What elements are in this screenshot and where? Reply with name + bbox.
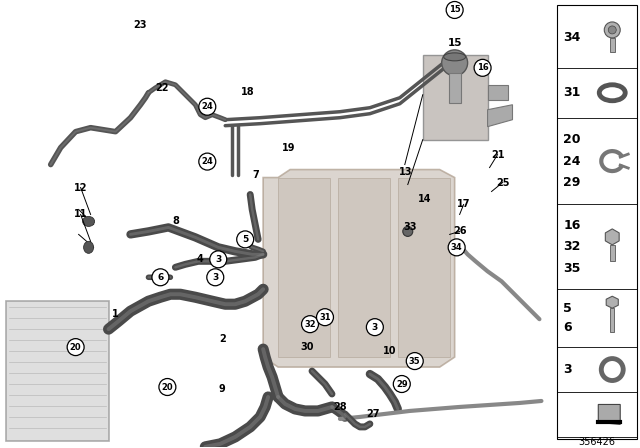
Text: 25: 25	[496, 177, 509, 188]
Circle shape	[301, 316, 319, 333]
Text: 24: 24	[202, 157, 213, 166]
Polygon shape	[263, 169, 454, 367]
Text: 30: 30	[300, 342, 314, 352]
Text: 8: 8	[172, 216, 179, 226]
Text: 16: 16	[477, 63, 488, 72]
Text: 33: 33	[403, 222, 417, 233]
Circle shape	[366, 319, 383, 336]
Ellipse shape	[444, 53, 466, 61]
Circle shape	[608, 26, 616, 34]
Bar	[557, 5, 637, 439]
Text: 2: 2	[219, 334, 226, 344]
Text: 6: 6	[563, 321, 572, 334]
Ellipse shape	[83, 216, 95, 226]
Text: 29: 29	[396, 379, 408, 388]
Text: 24: 24	[563, 155, 581, 168]
Text: 12: 12	[74, 182, 88, 193]
Text: 20: 20	[563, 133, 581, 146]
Text: 32: 32	[304, 320, 316, 329]
Text: 22: 22	[156, 83, 169, 93]
Ellipse shape	[601, 358, 623, 380]
Text: 15: 15	[449, 5, 461, 14]
Text: 15: 15	[447, 38, 462, 48]
Circle shape	[152, 269, 169, 286]
Text: 27: 27	[366, 409, 380, 419]
Bar	[398, 177, 450, 357]
Text: 16: 16	[563, 219, 580, 232]
Text: 34: 34	[563, 31, 580, 44]
Text: 3: 3	[212, 273, 218, 282]
Ellipse shape	[84, 241, 93, 254]
Circle shape	[406, 353, 423, 370]
Text: 3: 3	[215, 255, 221, 264]
Text: 17: 17	[457, 199, 470, 210]
Circle shape	[210, 251, 227, 268]
Text: 9: 9	[219, 384, 226, 394]
Circle shape	[199, 98, 216, 115]
Bar	[449, 73, 461, 103]
Bar	[610, 38, 615, 52]
Text: 4: 4	[197, 254, 204, 264]
Text: 26: 26	[453, 226, 467, 237]
Polygon shape	[598, 405, 620, 424]
Text: 35: 35	[409, 357, 420, 366]
Text: 24: 24	[202, 102, 213, 111]
Text: 34: 34	[451, 243, 463, 252]
Circle shape	[604, 22, 620, 38]
Bar	[278, 177, 330, 357]
Circle shape	[159, 379, 176, 396]
Circle shape	[403, 226, 413, 237]
Circle shape	[446, 1, 463, 18]
Bar	[488, 85, 508, 100]
Text: 356426: 356426	[579, 437, 616, 447]
Circle shape	[67, 339, 84, 356]
Text: 14: 14	[418, 194, 431, 204]
Text: 23: 23	[134, 20, 147, 30]
Circle shape	[474, 59, 491, 76]
Text: 10: 10	[383, 346, 397, 356]
Text: 18: 18	[241, 87, 255, 97]
Text: 11: 11	[74, 210, 88, 220]
Circle shape	[442, 50, 468, 76]
Text: 32: 32	[563, 241, 580, 254]
Bar	[338, 177, 390, 357]
Circle shape	[317, 309, 333, 326]
Text: 29: 29	[563, 176, 580, 189]
Text: 6: 6	[157, 273, 164, 282]
Text: 3: 3	[563, 363, 572, 376]
Text: 20: 20	[161, 383, 173, 392]
Bar	[423, 55, 488, 140]
Text: 35: 35	[563, 262, 580, 275]
Text: 28: 28	[333, 402, 347, 412]
Bar	[610, 245, 615, 261]
Text: 1: 1	[112, 309, 119, 319]
Text: 31: 31	[563, 86, 580, 99]
Polygon shape	[488, 105, 513, 127]
Polygon shape	[606, 296, 618, 308]
Ellipse shape	[599, 85, 625, 101]
Text: 20: 20	[70, 343, 81, 352]
Text: 5: 5	[563, 302, 572, 315]
Text: 31: 31	[319, 313, 331, 322]
Text: 21: 21	[491, 150, 504, 159]
Circle shape	[394, 375, 410, 392]
Circle shape	[237, 231, 253, 248]
Bar	[611, 308, 614, 332]
Text: 5: 5	[242, 235, 248, 244]
Polygon shape	[605, 229, 619, 245]
Circle shape	[199, 153, 216, 170]
Circle shape	[448, 239, 465, 256]
Circle shape	[207, 269, 224, 286]
Text: 7: 7	[253, 169, 260, 180]
Text: 19: 19	[282, 142, 296, 153]
Text: 13: 13	[399, 167, 413, 177]
Bar	[6, 301, 109, 441]
Text: 3: 3	[372, 323, 378, 332]
